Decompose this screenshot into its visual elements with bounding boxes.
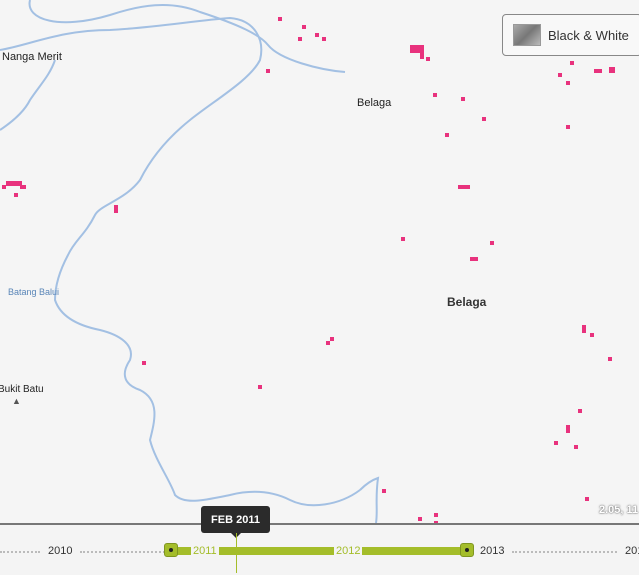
range-end-handle[interactable] <box>460 543 474 557</box>
current-date-tooltip: FEB 2011 <box>201 506 270 538</box>
alert-marker <box>558 73 562 77</box>
alert-marker <box>574 445 578 449</box>
black-white-basemap-button[interactable]: Black & White <box>502 14 639 56</box>
alert-marker <box>566 81 570 85</box>
alert-marker <box>382 489 386 493</box>
alert-marker <box>490 241 494 245</box>
coordinates-readout: 2.05, 11 <box>599 504 639 516</box>
year-label: 2014 <box>625 545 639 557</box>
alert-marker <box>590 333 594 337</box>
alert-marker <box>302 25 306 29</box>
map-canvas[interactable]: Nanga Merit Belaga Belaga Batang Balui B… <box>0 0 639 523</box>
alert-marker <box>434 521 438 523</box>
alert-marker <box>482 117 486 121</box>
alert-marker <box>582 325 586 333</box>
alert-marker <box>6 181 22 186</box>
alert-marker <box>594 69 602 73</box>
alert-marker <box>418 517 422 521</box>
current-date-marker[interactable] <box>236 533 237 573</box>
place-label-belaga-town: Belaga <box>357 97 392 109</box>
river <box>0 59 56 131</box>
alert-marker <box>315 33 319 37</box>
basemap-thumbnail-icon <box>513 24 541 46</box>
alert-marker <box>609 67 615 73</box>
alert-marker <box>330 337 334 341</box>
mountain-icon: ▲ <box>12 396 21 406</box>
alert-marker <box>2 185 6 189</box>
alert-marker <box>322 37 326 41</box>
alert-marker <box>566 425 570 433</box>
alert-marker <box>410 45 424 53</box>
alert-marker <box>608 357 612 361</box>
alert-marker <box>20 185 26 189</box>
alert-marker <box>445 133 449 137</box>
river <box>28 0 346 73</box>
alert-marker <box>554 441 558 445</box>
timeline[interactable]: 2010 2011 2012 2013 2014 <box>0 523 639 575</box>
year-label: 2010 <box>48 545 73 557</box>
alert-marker <box>420 53 424 59</box>
alert-marker <box>266 69 270 73</box>
place-label-bukit-batu: Bukit Batu <box>0 384 44 395</box>
alert-marker <box>458 185 470 189</box>
rivers <box>0 0 380 523</box>
selected-range-bar[interactable] <box>172 547 467 555</box>
alert-marker <box>434 513 438 517</box>
alert-marker <box>142 361 146 365</box>
map-features <box>0 0 615 523</box>
alert-marker <box>326 341 330 345</box>
alert-marker <box>570 61 574 65</box>
alert-marker <box>401 237 405 241</box>
alert-marker <box>566 125 570 129</box>
alert-marker <box>585 497 589 501</box>
alert-marker <box>14 193 18 197</box>
alert-marker <box>578 409 582 413</box>
alert-marker <box>426 57 430 61</box>
alert-marker <box>433 93 437 97</box>
basemap-label: Black & White <box>548 27 629 43</box>
river-label-batang-balui: Batang Balui <box>8 287 60 297</box>
alert-marker <box>114 205 118 213</box>
deforestation-alerts <box>2 17 615 523</box>
river <box>359 476 380 523</box>
range-start-handle[interactable] <box>164 543 178 557</box>
year-label: 2011 <box>191 545 219 557</box>
year-label: 2013 <box>480 545 505 557</box>
river <box>0 16 361 507</box>
alert-marker <box>258 385 262 389</box>
year-label: 2012 <box>334 545 363 557</box>
alert-marker <box>470 257 478 261</box>
timeline-track <box>512 551 617 553</box>
alert-marker <box>278 17 282 21</box>
alert-marker <box>461 97 465 101</box>
alert-marker <box>298 37 302 41</box>
timeline-track <box>80 551 165 553</box>
place-label-nanga-merit: Nanga Merit <box>2 51 62 63</box>
timeline-track <box>0 551 40 553</box>
place-label-belaga-district: Belaga <box>447 295 487 309</box>
